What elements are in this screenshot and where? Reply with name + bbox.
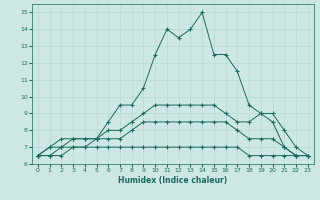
X-axis label: Humidex (Indice chaleur): Humidex (Indice chaleur): [118, 176, 228, 185]
